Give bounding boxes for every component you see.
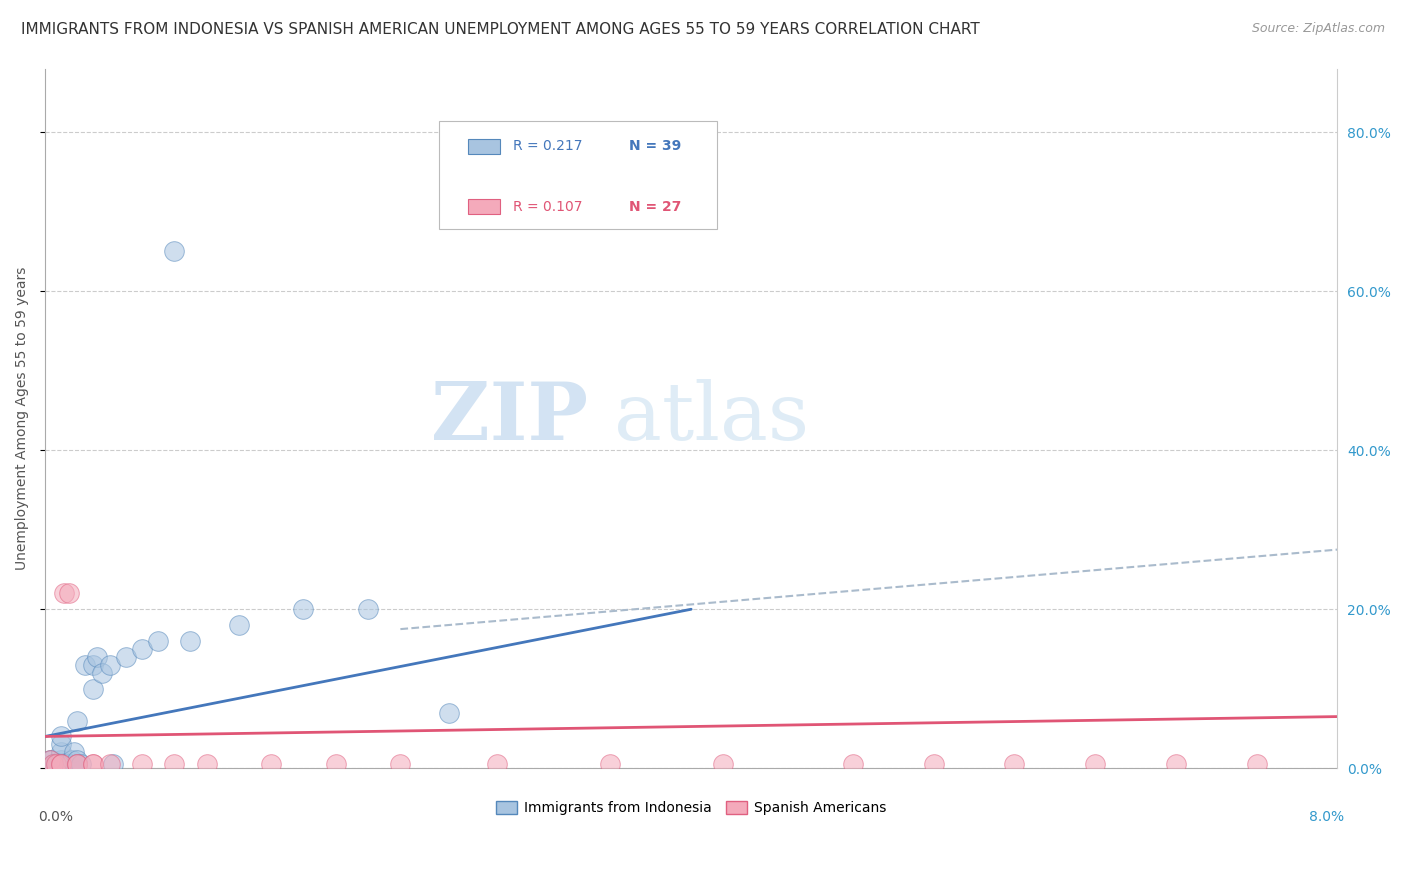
Point <box>46 757 69 772</box>
Text: Source: ZipAtlas.com: Source: ZipAtlas.com <box>1251 22 1385 36</box>
Point <box>49 738 72 752</box>
Point <box>63 745 86 759</box>
Point <box>49 745 72 759</box>
Point <box>44 757 66 772</box>
Point <box>69 757 91 772</box>
Point <box>195 757 218 772</box>
Point <box>82 757 104 772</box>
Point <box>98 757 121 772</box>
Point <box>713 757 735 772</box>
Point <box>325 757 347 772</box>
Point <box>163 244 186 259</box>
Point <box>357 602 380 616</box>
Text: 8.0%: 8.0% <box>1309 810 1344 824</box>
Point <box>1164 757 1187 772</box>
Point <box>49 757 72 772</box>
Text: IMMIGRANTS FROM INDONESIA VS SPANISH AMERICAN UNEMPLOYMENT AMONG AGES 55 TO 59 Y: IMMIGRANTS FROM INDONESIA VS SPANISH AME… <box>21 22 980 37</box>
Point <box>1002 757 1025 772</box>
Point <box>49 757 72 772</box>
Point <box>66 757 89 772</box>
Point <box>922 757 945 772</box>
Point <box>98 657 121 672</box>
Point <box>66 714 89 728</box>
Point <box>41 753 63 767</box>
Point <box>75 657 97 672</box>
Point <box>66 757 89 772</box>
Text: N = 39: N = 39 <box>628 139 682 153</box>
Point <box>260 757 283 772</box>
Point <box>45 757 67 772</box>
Point <box>58 586 80 600</box>
Point <box>486 757 509 772</box>
Point <box>437 706 460 720</box>
Text: atlas: atlas <box>613 379 808 458</box>
Point <box>38 753 60 767</box>
Text: N = 27: N = 27 <box>628 200 682 213</box>
FancyBboxPatch shape <box>468 139 501 154</box>
Legend: Immigrants from Indonesia, Spanish Americans: Immigrants from Indonesia, Spanish Ameri… <box>491 796 891 821</box>
Point <box>59 757 82 772</box>
Point <box>55 757 77 772</box>
Point <box>58 757 80 772</box>
Text: ZIP: ZIP <box>430 379 588 458</box>
Point <box>42 757 65 772</box>
Point <box>66 757 89 772</box>
Point <box>53 757 76 772</box>
Point <box>131 757 153 772</box>
Text: 0.0%: 0.0% <box>38 810 73 824</box>
Point <box>292 602 315 616</box>
Point <box>49 753 72 767</box>
Point <box>53 586 76 600</box>
Point <box>48 757 70 772</box>
Point <box>38 753 60 767</box>
Point <box>62 753 84 767</box>
Point <box>42 757 65 772</box>
FancyBboxPatch shape <box>468 199 501 214</box>
Point <box>114 649 136 664</box>
Point <box>146 634 169 648</box>
Point <box>599 757 621 772</box>
Point <box>131 642 153 657</box>
Point <box>389 757 412 772</box>
Point <box>49 757 72 772</box>
Point <box>842 757 865 772</box>
Point <box>101 757 124 772</box>
Point <box>179 634 201 648</box>
Point <box>163 757 186 772</box>
Y-axis label: Unemployment Among Ages 55 to 59 years: Unemployment Among Ages 55 to 59 years <box>15 267 30 570</box>
Point <box>228 618 250 632</box>
Point <box>1084 757 1107 772</box>
Point <box>49 730 72 744</box>
Point <box>82 757 104 772</box>
Point <box>90 665 112 680</box>
Point <box>86 649 108 664</box>
Text: R = 0.107: R = 0.107 <box>513 200 582 213</box>
Point <box>45 757 67 772</box>
Text: R = 0.217: R = 0.217 <box>513 139 582 153</box>
FancyBboxPatch shape <box>439 121 717 229</box>
Point <box>1246 757 1268 772</box>
Point <box>82 657 104 672</box>
Point <box>66 757 89 772</box>
Point <box>66 753 89 767</box>
Point <box>82 681 104 696</box>
